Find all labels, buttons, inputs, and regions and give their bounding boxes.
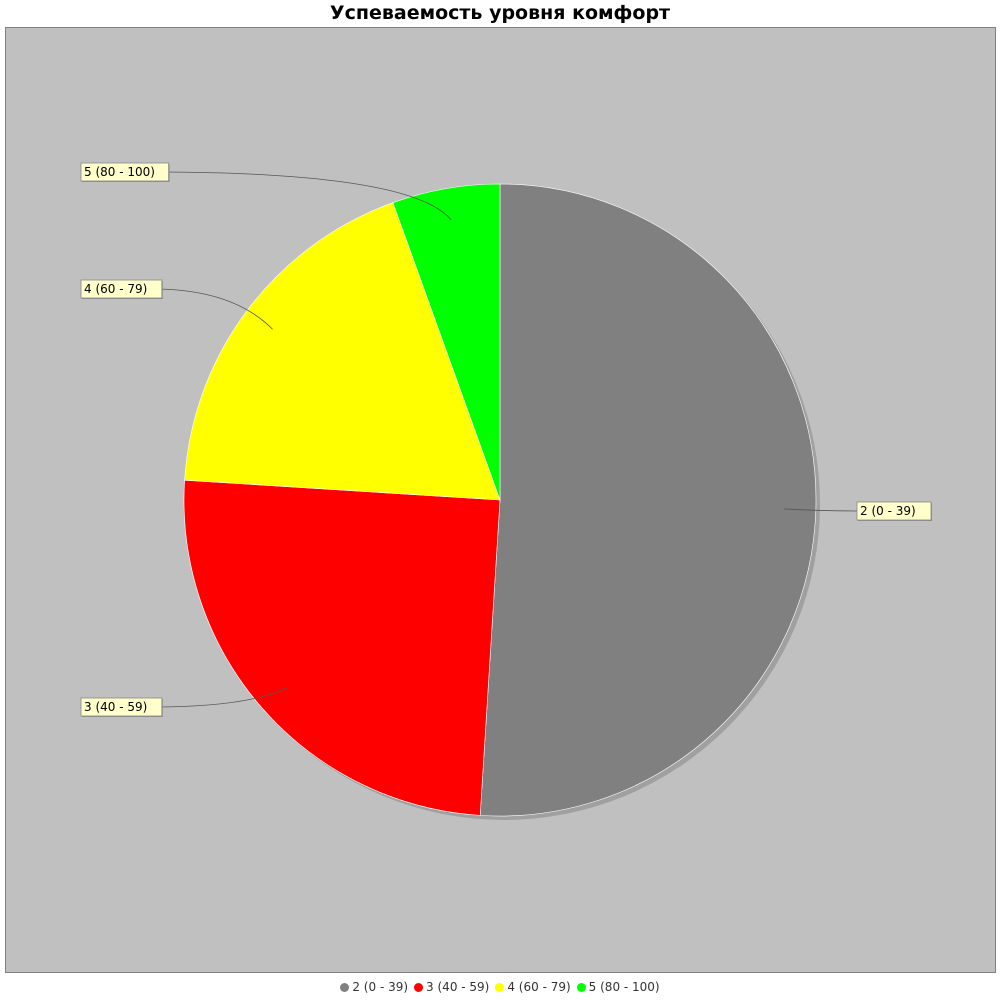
legend-label: 2 (0 - 39) — [352, 980, 409, 994]
legend-label: 5 (80 - 100) — [588, 980, 660, 994]
legend-item: 3 (40 - 59) — [414, 980, 489, 994]
legend-item: 4 (60 - 79) — [495, 980, 571, 994]
slice-label: 3 (40 - 59) — [84, 700, 147, 714]
slice-label: 5 (80 - 100) — [84, 165, 155, 179]
pie-slice — [392, 183, 501, 501]
legend: 2 (0 - 39) 3 (40 - 59) 4 (60 - 79) 5 (80 - … — [0, 980, 1000, 994]
slice-label-box — [80, 697, 163, 717]
legend-item: 2 (0 - 39) — [340, 980, 408, 994]
legend-swatch — [495, 982, 505, 992]
slice-label-box — [80, 162, 169, 182]
chart-title: Успеваемость уровня комфорт — [329, 2, 671, 24]
leader-line — [152, 171, 452, 221]
slice-label-box — [80, 279, 163, 299]
slice-label: 2 (0 - 39) — [860, 504, 916, 518]
legend-swatch — [414, 982, 424, 992]
legend-swatch — [576, 982, 586, 992]
slice-label-box — [856, 501, 932, 521]
leader-line — [152, 687, 287, 708]
pie-slice — [183, 479, 501, 816]
pie-chart: 2 (0 - 39) 3 (40 - 59) 4 (60 - 79) 5 (80 - … — [80, 162, 932, 820]
legend-item: 5 (80 - 100) — [576, 980, 660, 994]
leader-line — [784, 508, 858, 512]
legend-swatch — [340, 982, 350, 992]
legend-label: 3 (40 - 59) — [426, 980, 490, 994]
leader-line — [152, 288, 273, 330]
pie-slice — [479, 183, 817, 817]
legend-label: 4 (60 - 79) — [507, 980, 571, 994]
slice-label: 4 (60 - 79) — [84, 282, 147, 296]
